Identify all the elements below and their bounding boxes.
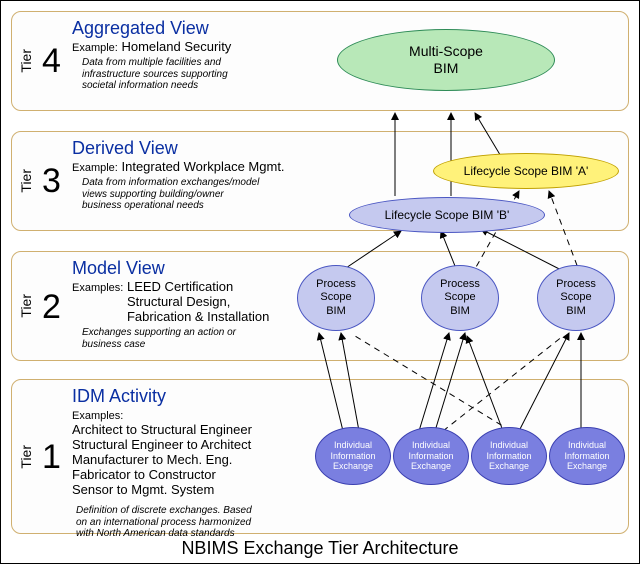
tier-3-number: 3: [42, 162, 61, 201]
tier-4-side: Tier: [12, 12, 40, 110]
tier-2-side: Tier: [12, 252, 40, 360]
tier-4-number: 4: [42, 42, 61, 81]
tier-1-desc: Definition of discrete exchanges. Based …: [76, 505, 622, 540]
node-iie-2: Individual Information Exchange: [393, 427, 469, 485]
node-iie-1: Individual Information Exchange: [315, 427, 391, 485]
tier-3-side: Tier: [12, 132, 40, 230]
node-iie-4: Individual Information Exchange: [549, 427, 625, 485]
tier-4-title: Aggregated View: [72, 18, 622, 39]
diagram-canvas: Tier 4 Aggregated View Example: Homeland…: [0, 0, 640, 564]
node-process-2: Process Scope BIM: [421, 265, 499, 331]
tier-1-number: 1: [42, 438, 61, 477]
node-process-3: Process Scope BIM: [537, 265, 615, 331]
node-iie-3: Individual Information Exchange: [471, 427, 547, 485]
node-scope-a: Lifecycle Scope BIM 'A': [433, 153, 619, 189]
tier-2-desc: Exchanges supporting an action or busine…: [82, 327, 622, 350]
tier-1-side: Tier: [12, 380, 40, 533]
node-process-1: Process Scope BIM: [297, 265, 375, 331]
diagram-title: NBIMS Exchange Tier Architecture: [1, 538, 639, 559]
tier-1-title: IDM Activity: [72, 386, 622, 407]
node-multi-scope: Multi-Scope BIM: [337, 29, 555, 91]
tier-2-number: 2: [42, 288, 61, 327]
node-scope-b: Lifecycle Scope BIM 'B': [349, 197, 545, 233]
